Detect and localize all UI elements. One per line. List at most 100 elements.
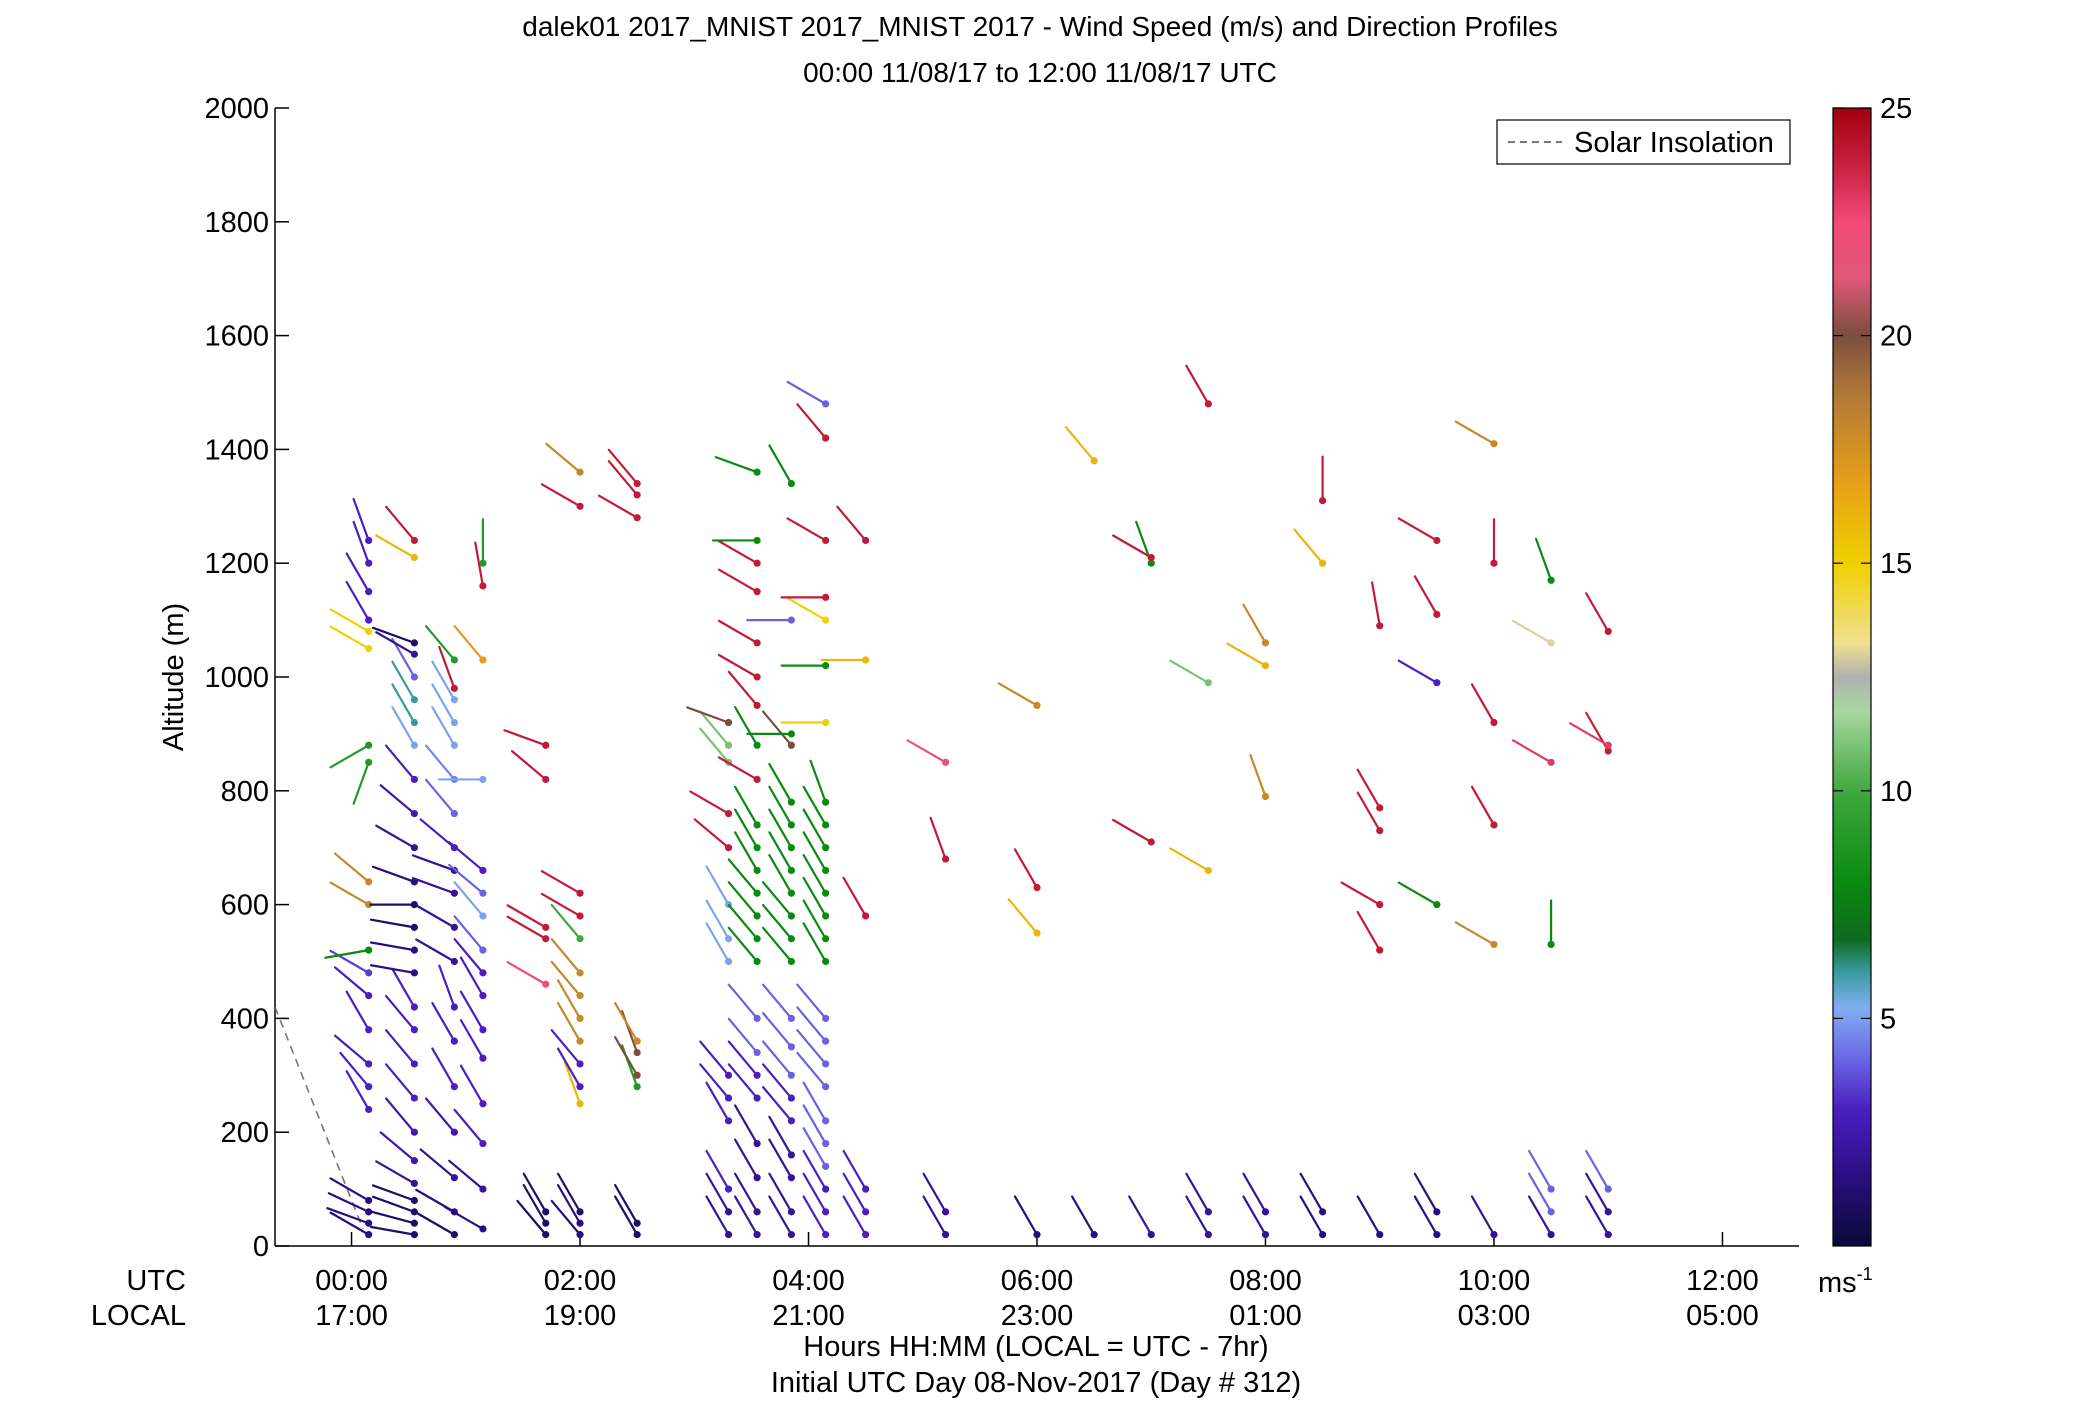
wind-barb xyxy=(714,456,761,476)
wind-barb xyxy=(474,541,487,590)
wind-barb xyxy=(1585,592,1612,636)
wind-barb xyxy=(802,1081,830,1125)
wind-barb xyxy=(415,938,458,966)
wind-barb xyxy=(384,994,418,1034)
wind-barb xyxy=(424,1097,458,1136)
wind-barb xyxy=(768,854,795,897)
wind-barb xyxy=(352,758,373,805)
x-tick-label-utc: 00:00 xyxy=(315,1265,388,1297)
x-tick-label-utc: 08:00 xyxy=(1229,1265,1302,1297)
wind-barb xyxy=(1511,619,1555,647)
wind-barb xyxy=(746,616,795,624)
wind-barb xyxy=(431,706,458,749)
wind-barb xyxy=(717,568,761,596)
wind-barb xyxy=(379,1131,418,1165)
wind-barb xyxy=(614,1036,641,1079)
wind-barb xyxy=(1242,603,1270,647)
wind-barb xyxy=(699,710,733,749)
wind-barb xyxy=(761,881,795,920)
wind-barb xyxy=(1185,364,1212,408)
wind-barb xyxy=(329,741,373,769)
wind-barb xyxy=(689,790,733,818)
y-tick-label: 1200 xyxy=(204,548,269,580)
wind-barb xyxy=(809,759,830,806)
wind-barb xyxy=(448,863,487,897)
wind-barb xyxy=(503,729,550,749)
wind-barb xyxy=(1454,921,1498,949)
wind-barb xyxy=(1242,1195,1270,1239)
wind-barb xyxy=(448,1159,487,1193)
wind-barb xyxy=(796,1006,830,1045)
wind-barb xyxy=(415,904,458,931)
wind-barb xyxy=(734,706,761,749)
wind-barb xyxy=(786,380,830,408)
wind-barb xyxy=(796,1051,830,1091)
wind-barb xyxy=(540,483,584,510)
y-tick-label: 2000 xyxy=(204,93,269,125)
x-tick-label-local: 05:00 xyxy=(1686,1300,1759,1332)
wind-barb xyxy=(411,877,458,897)
wind-barb xyxy=(329,1211,373,1239)
wind-barb xyxy=(1299,1172,1327,1216)
chart-title: dalek01 2017_MNIST 2017_MNIST 2017 - Win… xyxy=(522,11,1557,42)
wind-barb xyxy=(693,818,733,852)
wind-barb xyxy=(556,1047,584,1091)
x-tick-label-utc: 04:00 xyxy=(772,1265,845,1297)
wind-barb xyxy=(1185,1172,1212,1216)
wind-barb xyxy=(1340,881,1384,909)
wind-barb xyxy=(550,903,584,943)
wind-barb xyxy=(727,903,761,943)
wind-barb xyxy=(614,1195,641,1239)
wind-barb xyxy=(1527,1149,1555,1193)
wind-barb xyxy=(802,854,830,897)
wind-barb xyxy=(424,778,458,818)
wind-barb xyxy=(522,1172,550,1216)
wind-barb xyxy=(411,854,458,875)
wind-barb xyxy=(556,1001,584,1045)
wind-barb xyxy=(459,1064,487,1108)
wind-barb xyxy=(922,1172,950,1216)
wind-barb xyxy=(780,718,830,727)
wind-barb xyxy=(556,1184,584,1227)
wind-barb xyxy=(369,964,418,977)
wind-barb xyxy=(842,876,870,920)
wind-barb xyxy=(1534,537,1555,584)
wind-barb xyxy=(371,626,418,647)
wind-barb xyxy=(786,517,830,545)
wind-barb xyxy=(1013,848,1041,892)
y-tick-label: 400 xyxy=(221,1003,269,1035)
wind-barb xyxy=(780,662,830,670)
wind-barb xyxy=(1397,881,1441,909)
wind-barb xyxy=(453,938,487,977)
plot-area xyxy=(274,108,1799,1247)
wind-barb xyxy=(1413,575,1441,619)
wind-barb xyxy=(906,739,950,766)
y-tick-label: 1600 xyxy=(204,321,269,353)
wind-barb xyxy=(727,858,761,897)
wind-barb xyxy=(438,964,458,1011)
x-axis-day-caption: Initial UTC Day 08-Nov-2017 (Day # 312) xyxy=(771,1367,1301,1399)
wind-barb xyxy=(1490,518,1498,567)
wind-barb xyxy=(761,926,795,966)
wind-barb xyxy=(522,1184,550,1227)
x-tick-label-local: 19:00 xyxy=(544,1300,617,1332)
x-tick-label-utc: 10:00 xyxy=(1458,1265,1531,1297)
wind-barb xyxy=(1112,818,1155,846)
wind-barb xyxy=(768,831,795,875)
wind-barb xyxy=(563,1061,584,1108)
wind-barb xyxy=(506,961,550,988)
wind-barb xyxy=(1185,1195,1212,1239)
wind-barb xyxy=(802,785,830,829)
wind-barb xyxy=(384,1029,418,1068)
wind-barb xyxy=(761,1040,795,1079)
wind-barbs xyxy=(324,364,1612,1239)
y-tick-label: 800 xyxy=(221,776,269,808)
wind-barb xyxy=(453,915,487,954)
wind-barb xyxy=(727,670,761,710)
wind-barb xyxy=(1413,1172,1441,1216)
wind-barb xyxy=(479,518,487,567)
wind-barb xyxy=(545,442,584,476)
wind-barb xyxy=(734,1172,761,1216)
wind-barb xyxy=(324,946,373,959)
